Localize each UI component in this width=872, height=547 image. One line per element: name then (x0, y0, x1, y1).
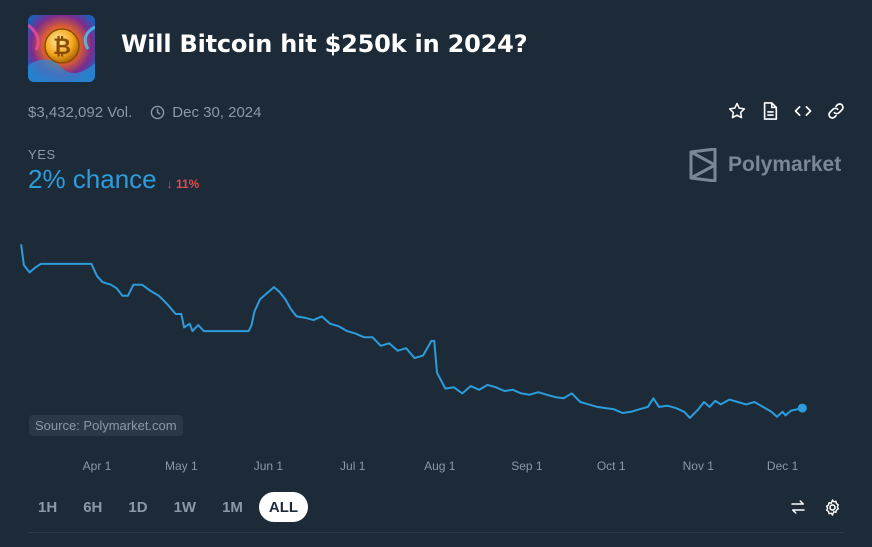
market-actions (727, 101, 846, 121)
x-axis: Apr 1 May 1 Jun 1 Jul 1 Aug 1 Sep 1 Oct 1 Nov 1… (83, 459, 799, 473)
x-tick-label: May 1 (165, 459, 198, 473)
series-line (20, 244, 803, 419)
bitcoin-thumbnail: ₿ (28, 15, 95, 82)
polymarket-watermark: Polymarket (688, 148, 841, 182)
end-date-text: Dec 30, 2024 (172, 104, 262, 121)
time-range-selector: 1H 6H 1D 1W 1M ALL (28, 492, 309, 522)
x-tick-label: Nov 1 (683, 459, 715, 473)
x-tick-label: Sep 1 (511, 459, 543, 473)
chance-change: ↓ 11% (166, 177, 200, 191)
range-button-1d[interactable]: 1D (118, 492, 157, 522)
gear-icon[interactable] (822, 497, 842, 517)
swap-icon[interactable] (788, 497, 808, 517)
link-icon[interactable] (826, 101, 846, 121)
volume-text: $3,432,092 Vol. (28, 104, 133, 121)
range-button-1w[interactable]: 1W (164, 492, 207, 522)
chart-controls (788, 497, 842, 517)
market-meta: $3,432,092 Vol. Dec 30, 2024 (28, 104, 262, 121)
price-chart[interactable]: Apr 1 May 1 Jun 1 Jul 1 Aug 1 Sep 1 Oct 1 Nov 1… (0, 0, 872, 480)
clock-icon (150, 105, 165, 120)
chance-row: 2% chance ↓ 11% (28, 164, 199, 195)
range-button-1m[interactable]: 1M (212, 492, 253, 522)
last-point-dot (797, 403, 807, 413)
x-tick-label: Apr 1 (83, 459, 112, 473)
source-label: Source: Polymarket.com (29, 415, 183, 436)
range-button-all[interactable]: ALL (258, 492, 309, 522)
watermark-text: Polymarket (728, 153, 842, 176)
svg-text:₿: ₿ (53, 35, 71, 60)
polymarket-logo-icon (689, 148, 717, 182)
document-icon[interactable] (760, 101, 780, 121)
market-thumbnail: ₿ (28, 15, 95, 82)
x-tick-label: Jun 1 (254, 459, 284, 473)
range-button-1h[interactable]: 1H (28, 492, 67, 522)
x-tick-label: Dec 1 (767, 459, 799, 473)
range-button-6h[interactable]: 6H (73, 492, 112, 522)
outcome-label: YES (28, 147, 56, 162)
market-title: Will Bitcoin hit $250k in 2024? (121, 30, 528, 58)
chance-value: 2% chance (28, 164, 157, 194)
star-icon[interactable] (727, 101, 747, 121)
embed-icon[interactable] (793, 101, 813, 121)
divider (28, 532, 844, 533)
x-tick-label: Oct 1 (597, 459, 626, 473)
x-tick-label: Jul 1 (340, 459, 366, 473)
x-tick-label: Aug 1 (424, 459, 456, 473)
